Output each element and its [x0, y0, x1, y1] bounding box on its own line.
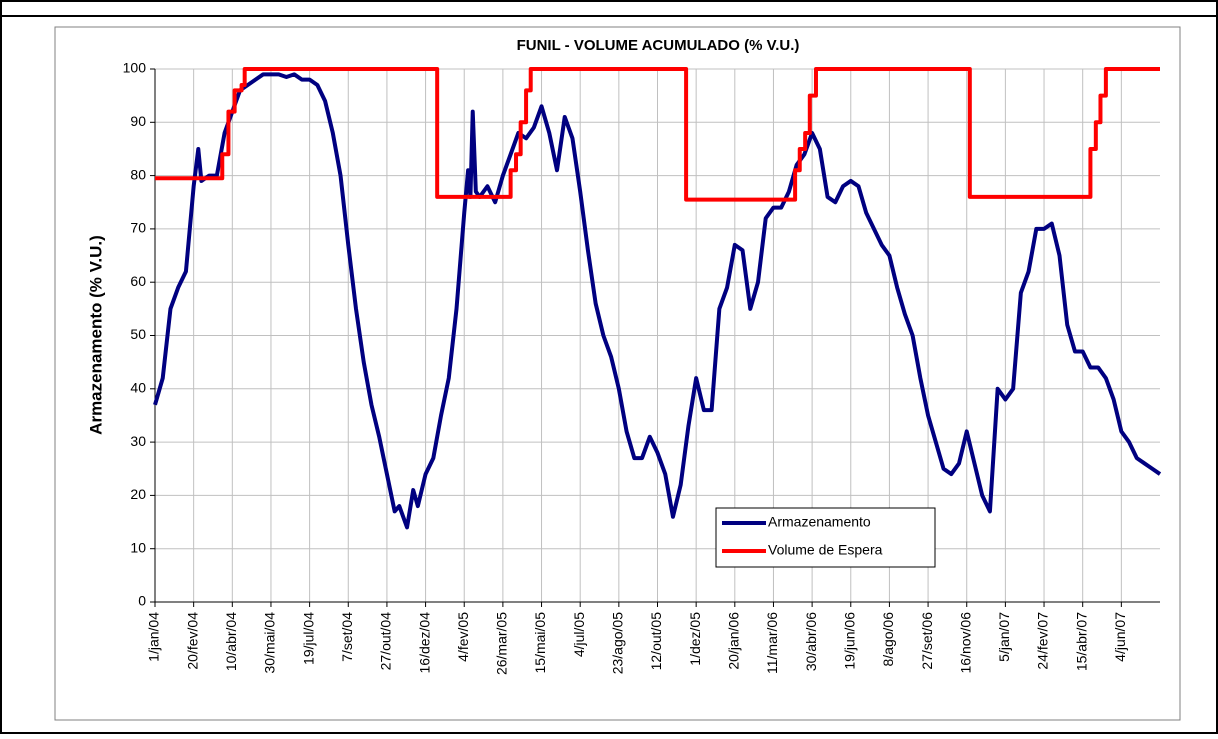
- x-tick-label: 1/jan/04: [146, 612, 162, 662]
- series-line: [153, 72, 1162, 530]
- x-tick-label: 26/mar/05: [494, 612, 510, 675]
- y-tick-label: 40: [130, 380, 146, 396]
- series-line: [155, 67, 1160, 202]
- x-tick-label: 30/abr/06: [803, 612, 819, 671]
- x-tick-label: 23/ago/05: [610, 612, 626, 674]
- x-tick-label: 30/mai/04: [262, 612, 278, 674]
- y-tick-label: 50: [130, 326, 146, 342]
- y-tick-label: 80: [130, 166, 146, 182]
- x-tick-label: 1/dez/05: [687, 612, 703, 666]
- y-tick-label: 20: [130, 486, 146, 502]
- x-tick-label: 4/jul/05: [571, 612, 587, 657]
- x-tick-label: 11/mar/06: [764, 612, 780, 674]
- x-tick-label: 8/ago/06: [880, 612, 896, 667]
- x-tick-label: 15/abr/07: [1073, 612, 1089, 671]
- y-axis-label: Armazenamento (% V.U.): [86, 235, 105, 435]
- x-tick-label: 10/abr/04: [223, 612, 239, 671]
- x-tick-label: 15/mai/05: [532, 612, 548, 674]
- x-tick-label: 27/set/06: [919, 612, 935, 670]
- x-tick-label: 19/jun/06: [841, 612, 857, 670]
- y-tick-label: 90: [130, 113, 146, 129]
- x-tick-label: 27/out/04: [378, 612, 394, 671]
- y-tick-label: 0: [138, 593, 146, 609]
- x-tick-label: 16/dez/04: [416, 612, 432, 674]
- x-tick-label: 5/jan/07: [996, 612, 1012, 662]
- plot: [153, 67, 1162, 530]
- legend-label: Armazenamento: [768, 514, 871, 530]
- x-tick-label: 20/jan/06: [726, 612, 742, 670]
- x-tick-label: 24/fev/07: [1035, 612, 1051, 670]
- x-tick-label: 7/set/04: [339, 612, 355, 662]
- legend: Armazenamento Volume de Espera: [715, 507, 936, 568]
- x-tick-label: 16/nov/06: [957, 612, 973, 674]
- x-tick-label: 12/out/05: [648, 612, 664, 671]
- y-tick-label: 60: [130, 273, 146, 289]
- legend-label: Volume de Espera: [768, 542, 883, 558]
- y-tick-label: 30: [130, 433, 146, 449]
- legend-box: [715, 507, 936, 568]
- x-tick-label: 20/fev/04: [184, 612, 200, 670]
- x-tick-label: 4/jun/07: [1112, 612, 1128, 662]
- chart-title: FUNIL - VOLUME ACUMULADO (% V.U.): [517, 37, 800, 54]
- x-tick-label: 19/jul/04: [300, 612, 316, 665]
- chart-frame: [54, 26, 1181, 721]
- x-tick-label: 4/fev/05: [455, 612, 471, 662]
- y-tick-label: 10: [130, 539, 146, 555]
- y-tick-label: 70: [130, 220, 146, 236]
- y-tick-label: 100: [123, 60, 147, 76]
